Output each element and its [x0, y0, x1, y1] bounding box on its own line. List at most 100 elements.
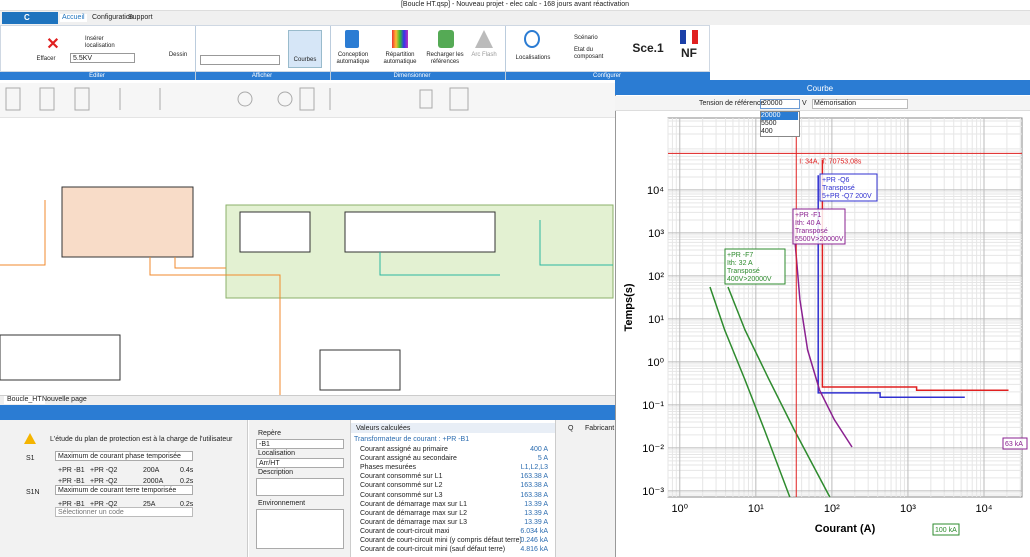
ribbon-button-label[interactable]: Effacer [36, 56, 56, 62]
cell-group [0, 334, 121, 381]
ribbon-button-label[interactable]: NF [681, 46, 697, 60]
ribbon-button-label[interactable]: Conception automatique [336, 52, 370, 65]
cursor-label: I: 34A, T: 70753,08s [799, 158, 862, 165]
cell-group [319, 349, 401, 391]
description-field[interactable] [256, 478, 344, 496]
property-text: Arr/HT [259, 460, 280, 467]
reference-option[interactable]: 400 [761, 128, 773, 135]
annotation-text: 5500V>20000V [795, 236, 844, 243]
x-tick-label: 10² [824, 503, 840, 515]
ribbon-button-label[interactable]: Répartition automatique [383, 52, 417, 65]
bottom-header [0, 405, 615, 420]
catalog-column: Fabricant [585, 425, 615, 432]
value-amount: 0.246 kA [520, 537, 548, 544]
code-placeholder[interactable]: Sélectionner un code [58, 509, 124, 516]
toolbar-symbols [5, 87, 469, 111]
ribbon-button-label[interactable]: Dessin [168, 52, 188, 58]
annotation-text: Ith: 40 A [795, 220, 821, 227]
reference-combo[interactable] [760, 99, 800, 109]
ribbon-button-label[interactable]: Scénario [574, 35, 598, 41]
annotation-box [819, 173, 878, 202]
localisation-field[interactable] [256, 458, 344, 468]
repartition-icon[interactable] [392, 30, 408, 48]
voltage-combo[interactable] [70, 53, 135, 63]
annotation-text: +PR -F7 [727, 252, 753, 259]
protection-function[interactable]: Maximum de courant terre temporisée [58, 487, 177, 494]
property-text: Repère [258, 430, 281, 437]
protection-function[interactable]: Maximum de courant phase temporisée [58, 453, 181, 460]
value-label: Courant de démarrage max sur L3 [360, 518, 467, 526]
ribbon-tab[interactable]: Support [128, 14, 153, 21]
value-label: Courant consommé sur L2 [360, 482, 443, 490]
curve-title-bar [615, 80, 1030, 95]
ribbon-tab[interactable]: Configuration [92, 14, 134, 21]
value-amount: 13.39 A [524, 518, 548, 526]
ribbon-button-label[interactable]: Insérer localisation [85, 36, 115, 49]
y-tick-label: 10⁴ [647, 185, 664, 197]
ribbon-button-label[interactable]: Etat du composant [574, 47, 604, 60]
annotation-text: Transposé [822, 185, 855, 192]
ribbon-button-label[interactable]: Courbes [293, 57, 317, 63]
delete-icon[interactable]: ✕ [46, 36, 60, 53]
ribbon-button-label[interactable]: Localisations [515, 55, 551, 61]
memorisation-label[interactable]: Mémorisation [814, 100, 857, 107]
annotation-box [724, 248, 786, 285]
ribbon-tab[interactable]: Accueil [60, 14, 87, 23]
annotation-text: Transposé [727, 268, 760, 275]
catalog-panel [555, 420, 615, 557]
ribbon-button-label[interactable]: Sce.1 [632, 41, 664, 55]
substation-block [61, 186, 194, 258]
zoom-combo[interactable] [200, 55, 280, 65]
courbes-button[interactable] [288, 30, 322, 68]
value-amount: 6.034 kA [520, 527, 548, 535]
annotation-box [792, 208, 846, 245]
protection-setting: 25A [143, 501, 156, 508]
memorisation-combo[interactable] [812, 99, 908, 109]
x-tick-label: 10⁴ [976, 503, 993, 515]
ribbon-group-label: Configurer [592, 73, 621, 79]
ribbon-separator [505, 26, 506, 80]
schematic [0, 87, 614, 395]
orange-links [0, 200, 281, 395]
voltage-value[interactable]: 5.5KV [73, 55, 93, 62]
curve-title: Courbe [806, 84, 834, 93]
value-label: Courant consommé sur L1 [360, 473, 443, 481]
ribbon-button-label[interactable]: Arc Flash [471, 52, 497, 58]
function-field[interactable] [55, 485, 193, 495]
property-text: Environnement [258, 500, 306, 507]
value-label: Courant de court-circuit mini (y compris… [360, 537, 522, 544]
flag-icon[interactable] [680, 30, 698, 44]
cell-group [239, 211, 311, 253]
localisations-icon[interactable] [524, 30, 540, 48]
app-logo[interactable]: C [24, 13, 30, 22]
x-tick-label: 10⁰ [671, 503, 688, 515]
value-label: Courant consommé sur L3 [360, 491, 443, 499]
value-amount: 13.39 A [524, 509, 548, 517]
y-tick-label: 10¹ [648, 314, 664, 326]
repere-field[interactable] [256, 439, 344, 449]
recharger-icon[interactable] [438, 30, 454, 48]
reference-label: Tension de référence [699, 100, 765, 107]
value-amount: L1,L2,L3 [520, 464, 548, 472]
values-title: Valeurs calculées [356, 425, 411, 432]
document-tab[interactable]: Nouvelle page [42, 396, 87, 403]
protection-code: S1 [26, 455, 35, 462]
conception-icon[interactable] [345, 30, 359, 48]
property-text: Description [258, 469, 294, 476]
code-select[interactable] [55, 507, 193, 517]
y-axis-label: Temps(s) [623, 283, 635, 331]
ribbon-group-label: Dimensionner [393, 73, 431, 79]
window-title: [Boucle HT.qsp] - Nouveau projet - elec … [400, 1, 629, 8]
annotation-text: 63 kA [1005, 441, 1023, 448]
app-menu-button[interactable] [2, 12, 58, 24]
environment-field[interactable] [256, 509, 344, 549]
reference-value[interactable]: 20000 [763, 100, 783, 107]
annotation-text: Ith: 32 A [727, 260, 753, 267]
reference-option[interactable]: 5500 [761, 120, 777, 127]
reference-option[interactable]: 20000 [761, 112, 798, 121]
value-label: Courant de court-circuit mini (sauf défa… [360, 546, 506, 554]
ribbon-button-label[interactable]: Recharger les références [426, 52, 464, 65]
function-field[interactable] [55, 451, 193, 461]
value-label: Courant de démarrage max sur L1 [360, 500, 467, 508]
document-tab[interactable]: Boucle_HT [4, 396, 45, 405]
